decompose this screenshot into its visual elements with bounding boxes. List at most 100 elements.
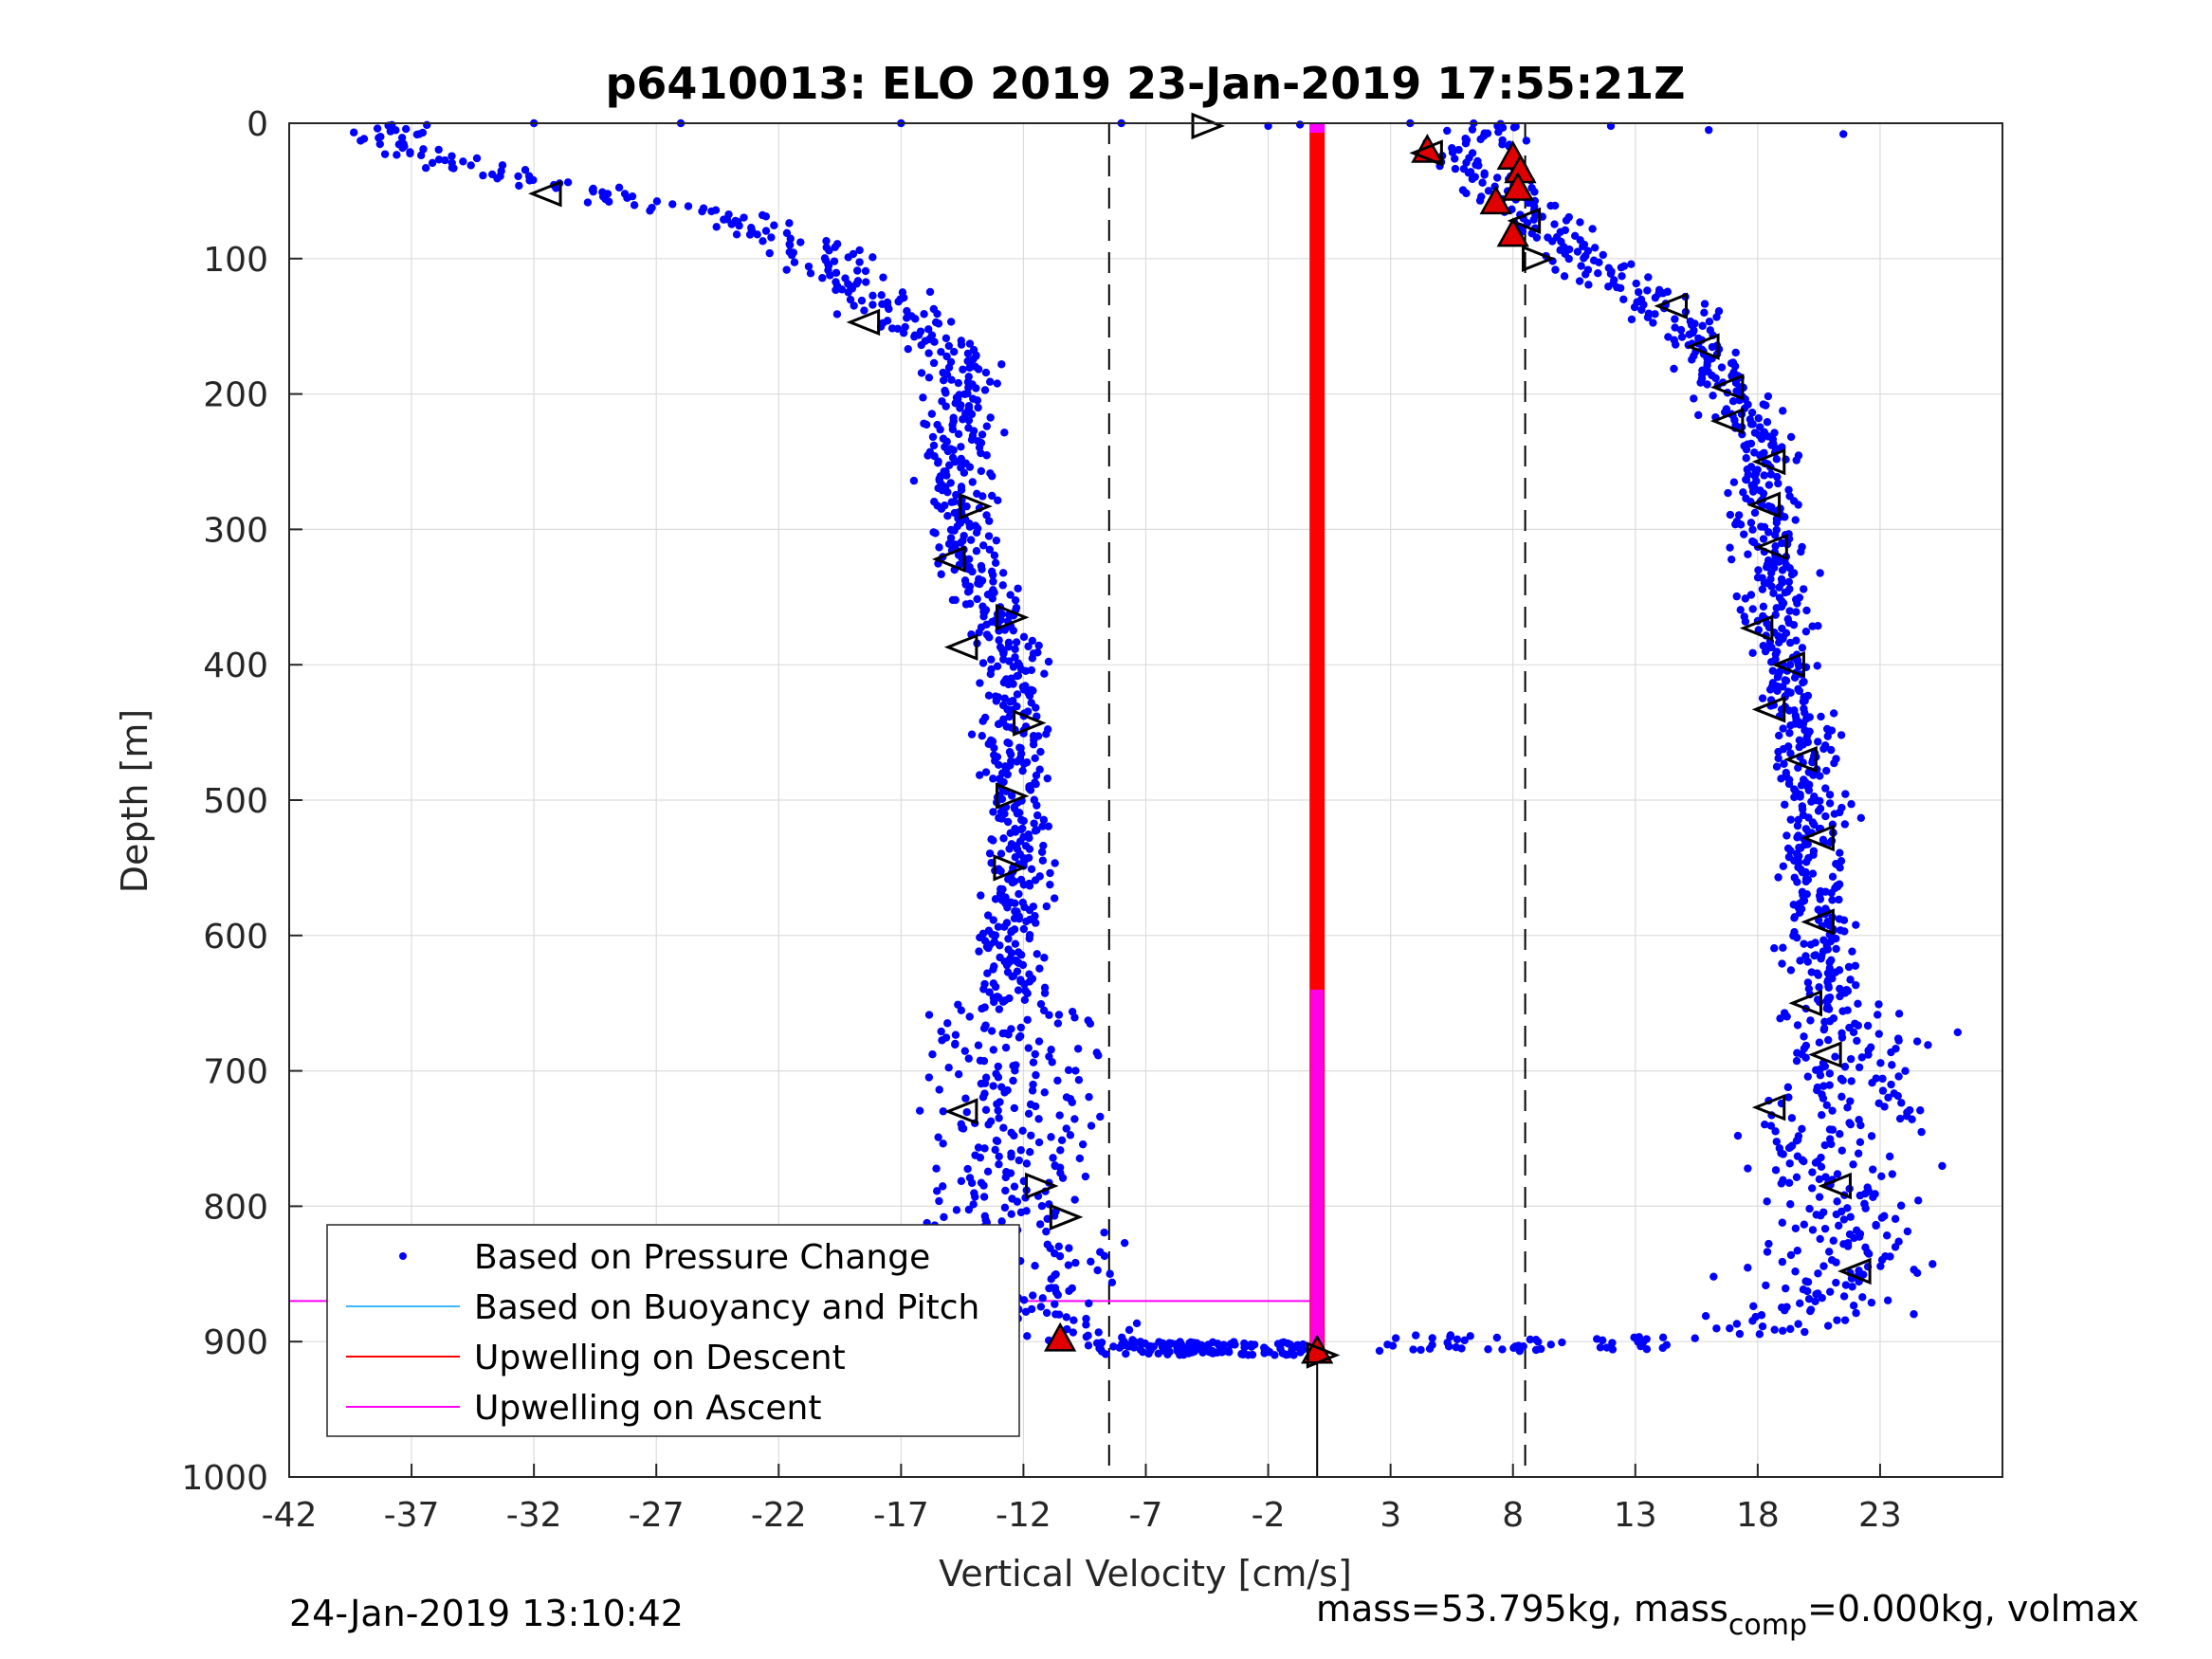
pressure-point [1854, 1021, 1862, 1030]
pressure-point [1908, 1115, 1916, 1123]
pressure-point [1053, 1290, 1062, 1300]
pressure-point [1769, 589, 1778, 597]
pressure-point [962, 1107, 971, 1117]
pressure-point [1630, 302, 1639, 312]
pressure-point [989, 916, 997, 924]
pressure-point [1840, 927, 1849, 936]
pressure-point [1786, 432, 1796, 442]
pressure-point [1824, 983, 1833, 992]
pressure-point [1912, 1268, 1922, 1277]
pressure-point [1843, 1242, 1853, 1250]
pressure-point [1580, 254, 1588, 263]
pressure-point [861, 266, 870, 276]
pressure-point [1109, 1342, 1118, 1351]
left-triangle-marker [1751, 447, 1786, 476]
x-tick-labels: -42 -37 -32 -27 -22 -17 -12 -7 -2 3 8 13 18 23 [262, 1496, 1902, 1535]
pressure-point [1878, 1086, 1888, 1095]
pressure-point [1764, 528, 1773, 537]
pressure-point [996, 849, 1006, 858]
pressure-point [1498, 140, 1507, 149]
pressure-point [978, 732, 986, 740]
pressure-point [1595, 258, 1603, 267]
pressure-point [1894, 1072, 1903, 1081]
pressure-point [1816, 895, 1825, 903]
pressure-point [1007, 792, 1016, 800]
pressure-point [1237, 1350, 1246, 1358]
pressure-point [1800, 1032, 1808, 1041]
pressure-point [1773, 673, 1782, 682]
pressure-point [1877, 1172, 1886, 1181]
pressure-point [1581, 270, 1590, 279]
pressure-point [1036, 1303, 1046, 1311]
pressure-point [1759, 535, 1768, 543]
left-triangle-marker [1709, 407, 1745, 435]
left-triangle-marker [1686, 333, 1720, 360]
x-tick-label: -17 [873, 1496, 929, 1535]
pressure-point [964, 383, 973, 392]
pressure-point [1006, 829, 1015, 838]
y-tick-labels: 0 100 200 300 400 500 600 700 800 900 1000 [181, 105, 268, 1498]
pressure-point [1193, 1339, 1201, 1348]
pressure-point [1042, 1227, 1051, 1236]
pressure-point [1013, 690, 1022, 699]
pressure-point [850, 301, 858, 310]
pressure-point [1775, 583, 1783, 592]
pressure-point [1046, 880, 1054, 889]
pressure-point [949, 347, 959, 356]
pressure-point [1070, 1013, 1079, 1022]
pressure-point [1916, 1106, 1925, 1115]
pressure-point [942, 471, 951, 480]
right-triangle-marker [993, 854, 1027, 882]
pressure-point [1772, 762, 1782, 771]
pressure-point [994, 1106, 1002, 1115]
pressure-point [1863, 1021, 1873, 1030]
pressure-point [974, 365, 983, 374]
pressure-point [1796, 793, 1804, 801]
pressure-point [1840, 1316, 1850, 1324]
legend-box [326, 1224, 1020, 1437]
pressure-point [1606, 269, 1616, 278]
pressure-point [1754, 566, 1763, 574]
pressure-point [1772, 604, 1781, 612]
pressure-point [1763, 1197, 1771, 1206]
pressure-point [1457, 1344, 1466, 1353]
pressure-point [1044, 657, 1053, 666]
pressure-point [1815, 1193, 1824, 1201]
pressure-point [1785, 1159, 1794, 1168]
pressure-point [1803, 1278, 1813, 1286]
pressure-point [995, 636, 1003, 645]
pressure-point [1839, 1215, 1849, 1224]
pressure-point [1484, 187, 1493, 195]
pressure-point [1036, 999, 1046, 1009]
pressure-point [935, 1196, 943, 1206]
pressure-point [1819, 1025, 1828, 1034]
pressure-point [1618, 272, 1626, 281]
pressure-point [1780, 1306, 1789, 1315]
pressure-point [1008, 972, 1016, 981]
pressure-point [1053, 1019, 1063, 1028]
pressure-point [698, 207, 706, 216]
pressure-point [1000, 626, 1010, 634]
pressure-point [1796, 1299, 1804, 1308]
pressure-point [1816, 772, 1824, 780]
pressure-point [1082, 1314, 1090, 1323]
pressure-point [1736, 606, 1745, 614]
pressure-point [785, 219, 794, 228]
pressure-point [412, 130, 422, 139]
pressure-point [1726, 543, 1734, 552]
pressure-point [1793, 1247, 1801, 1255]
pressure-point [1013, 1197, 1022, 1206]
pressure-point [1428, 1334, 1436, 1342]
pressure-point [1731, 520, 1740, 529]
pressure-point [1478, 178, 1487, 187]
pressure-point [1800, 939, 1808, 948]
pressure-point [1841, 1281, 1851, 1289]
pressure-point [978, 430, 987, 439]
pressure-point [997, 1217, 1006, 1226]
pressure-point [1107, 1278, 1117, 1286]
pressure-point [1573, 247, 1582, 256]
pressure-point [929, 358, 939, 368]
pressure-point [990, 551, 999, 560]
pressure-point [1798, 805, 1807, 813]
